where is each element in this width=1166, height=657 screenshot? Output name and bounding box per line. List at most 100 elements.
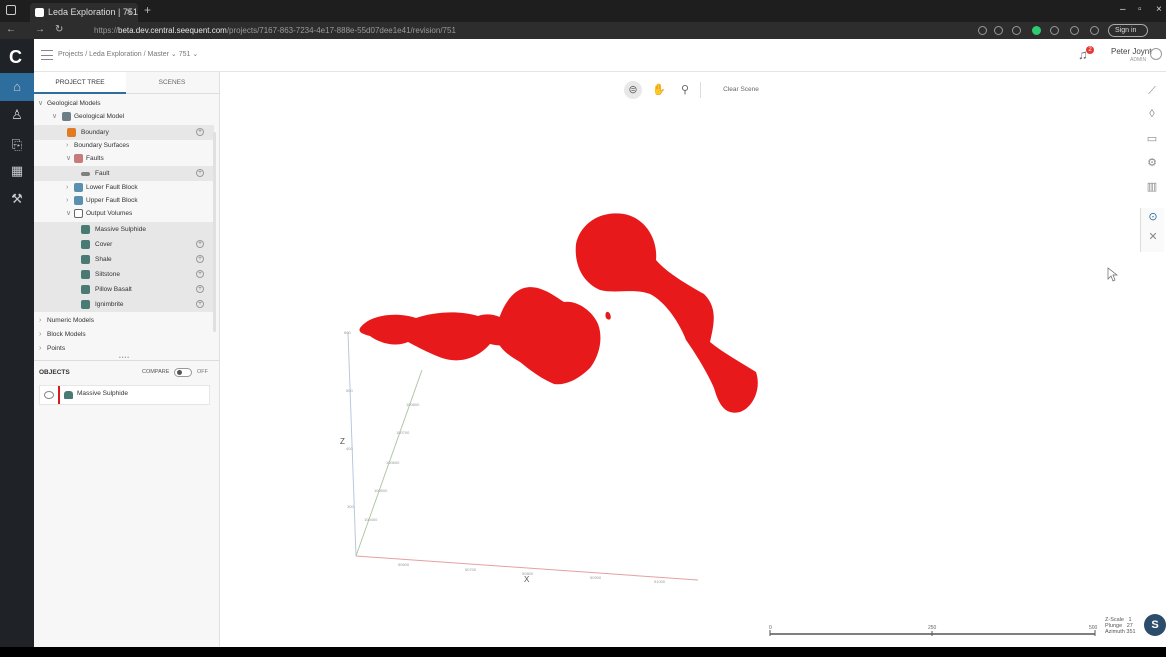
tab-scenes[interactable]: SCENES — [158, 79, 186, 86]
profile-icon[interactable] — [1090, 26, 1099, 35]
tree-item-pillow-basalt[interactable]: Pillow Basalt + — [34, 282, 214, 297]
crumb-branch[interactable]: Master — [147, 51, 169, 58]
measure-icon[interactable]: ⟋ — [1148, 85, 1156, 97]
chart-icon[interactable]: ▥ — [1146, 181, 1158, 193]
add-to-scene-icon[interactable]: + — [196, 128, 204, 136]
chevron-down-icon[interactable]: ∨ — [66, 155, 72, 162]
tree-item-boundary[interactable]: Boundary + — [34, 125, 214, 140]
chevron-down-icon[interactable]: ⌄ — [192, 51, 199, 58]
tree-item-geological-model[interactable]: ∨ Geological Model — [34, 109, 214, 124]
crosshair-off-icon[interactable]: ✕ — [1148, 231, 1158, 243]
tab-project-tree[interactable]: PROJECT TREE — [34, 72, 126, 94]
tree-item-output-volumes[interactable]: ∨ Output Volumes — [34, 206, 214, 221]
favorites-icon[interactable] — [1012, 26, 1021, 35]
sulphide-lobe-central[interactable] — [496, 287, 601, 385]
back-icon[interactable]: ← — [6, 24, 16, 35]
status-extension-icon[interactable] — [1032, 26, 1041, 35]
zoom-icon[interactable]: ⚲ — [680, 84, 690, 96]
close-window-icon[interactable]: × — [1156, 4, 1162, 15]
new-tab-icon[interactable]: + — [144, 3, 152, 17]
clear-scene-button[interactable]: Clear Scene — [723, 86, 759, 93]
chevron-right-icon[interactable]: › — [39, 331, 42, 338]
files-icon[interactable]: ⎘ — [11, 137, 23, 152]
notifications-button[interactable]: ♫ 2 — [1078, 46, 1096, 65]
extension-icon[interactable] — [994, 26, 1003, 35]
slice-icon[interactable]: ◊ — [1149, 108, 1155, 120]
reload-icon[interactable]: ↻ — [55, 24, 64, 35]
chevron-right-icon[interactable]: › — [66, 197, 69, 204]
tree-item-upper-fault-block[interactable]: › Upper Fault Block — [34, 193, 214, 208]
chevron-right-icon[interactable]: › — [39, 317, 42, 324]
add-to-scene-icon[interactable]: + — [196, 300, 204, 308]
rotate-icon[interactable]: ⊜ — [624, 81, 642, 99]
add-to-scene-icon[interactable]: + — [196, 285, 204, 293]
tree-item-numeric-models[interactable]: › Numeric Models — [34, 313, 214, 328]
user-name[interactable]: Peter Joynt — [1111, 47, 1152, 56]
massive-sulphide-body[interactable] — [359, 213, 758, 413]
forward-icon[interactable]: → — [35, 24, 45, 35]
sulphide-lobe-west[interactable] — [359, 312, 526, 361]
tree-item-shale[interactable]: Shale + — [34, 252, 214, 267]
chevron-down-icon[interactable]: ∨ — [38, 100, 44, 107]
menu-icon[interactable] — [41, 50, 53, 60]
crumb-revision[interactable]: 751 — [178, 51, 191, 58]
sulphide-fragment[interactable] — [605, 311, 611, 320]
add-to-scene-icon[interactable]: + — [196, 240, 204, 248]
y-tick: 100400 — [364, 517, 378, 522]
wrench-icon[interactable]: ⚒ — [11, 191, 23, 206]
pan-hand-icon[interactable]: ✋ — [652, 84, 666, 96]
object-row[interactable]: Massive Sulphide — [39, 385, 210, 405]
sulphide-lobe-east[interactable] — [575, 213, 758, 413]
chevron-down-icon[interactable]: ∨ — [66, 210, 72, 217]
add-to-scene-icon[interactable]: + — [196, 255, 204, 263]
tree-item-siltstone[interactable]: Siltstone + — [34, 267, 214, 282]
tree-scrollbar[interactable] — [213, 132, 216, 332]
tree-item-cover[interactable]: Cover + — [34, 237, 214, 252]
drillholes-icon[interactable]: ♙ — [11, 107, 23, 122]
crumb-projects[interactable]: Projects — [58, 51, 84, 58]
tree-item-ignimbrite[interactable]: Ignimbrite + — [34, 297, 214, 312]
scene-viewport[interactable]: ⊜ ✋ ⚲ Clear Scene ⟋ ◊ ▭ ⚙ ▥ ⊙ ✕ 600 500 … — [220, 72, 1166, 647]
app-header: Projects / Leda Exploration / Master ⌄ 7… — [34, 39, 1166, 72]
tree-item-points[interactable]: › Points — [34, 341, 214, 356]
user-avatar-icon[interactable] — [1150, 48, 1162, 60]
chevron-down-icon[interactable]: ∨ — [52, 113, 58, 120]
browser-tab[interactable]: Leda Exploration | 751 × — [30, 3, 138, 22]
add-to-scene-icon[interactable]: + — [196, 270, 204, 278]
eye-icon[interactable] — [44, 391, 54, 399]
url-field[interactable]: https://beta.dev.central.seequent.com/pr… — [82, 24, 962, 37]
compare-toggle[interactable] — [174, 368, 192, 377]
read-aloud-icon[interactable] — [978, 26, 987, 35]
object-color-swatch[interactable] — [58, 386, 60, 404]
tree-item-massive-sulphide[interactable]: Massive Sulphide — [34, 222, 214, 237]
window-menu-icon[interactable] — [6, 5, 16, 15]
tree-item-block-models[interactable]: › Block Models — [34, 327, 214, 342]
chevron-right-icon[interactable]: › — [39, 345, 42, 352]
s-button[interactable]: S — [1144, 614, 1166, 636]
z-axis-label: Z — [340, 437, 345, 446]
address-bar: ← → ↻ https://beta.dev.central.seequent.… — [0, 22, 1166, 39]
tab-close-icon[interactable]: × — [126, 7, 132, 18]
crumb-project[interactable]: Leda Exploration — [89, 51, 142, 58]
collections-icon[interactable] — [1050, 26, 1059, 35]
tree-item-lower-fault-block[interactable]: › Lower Fault Block — [34, 180, 214, 195]
add-to-scene-icon[interactable]: + — [196, 169, 204, 177]
share-icon[interactable] — [1070, 26, 1079, 35]
settings-gear-icon[interactable]: ⚙ — [1147, 157, 1157, 169]
chevron-right-icon[interactable]: › — [66, 142, 69, 149]
panel-divider[interactable] — [34, 360, 220, 364]
broadcast-icon[interactable]: ⊙ — [1148, 211, 1158, 223]
tree-item-faults[interactable]: ∨ Faults — [34, 151, 214, 166]
chevron-down-icon[interactable]: ⌄ — [170, 51, 177, 58]
models-icon[interactable]: ⌂ — [0, 73, 34, 101]
minimize-icon[interactable]: – — [1120, 4, 1126, 15]
chevron-right-icon[interactable]: › — [66, 184, 69, 191]
calendar-icon[interactable]: ▦ — [10, 163, 24, 178]
sign-in-button[interactable]: Sign in — [1108, 24, 1148, 37]
tree-item-geological-models[interactable]: ∨ Geological Models — [34, 96, 214, 111]
tree-item-fault[interactable]: Fault + — [34, 166, 214, 181]
restore-icon[interactable]: ▫ — [1138, 4, 1142, 15]
resize-handle-icon[interactable]: •••• — [119, 355, 131, 361]
tree-item-boundary-surfaces[interactable]: › Boundary Surfaces — [34, 138, 214, 153]
comment-icon[interactable]: ▭ — [1146, 133, 1158, 145]
